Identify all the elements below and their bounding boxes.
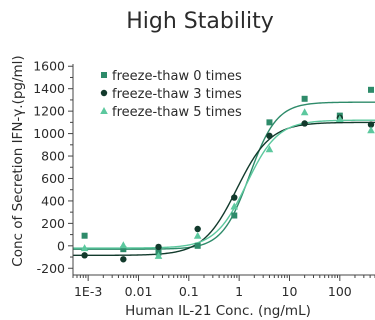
legend: freeze-thaw 0 times freeze-thaw 3 times fr… bbox=[100, 69, 242, 120]
legend-marker bbox=[100, 107, 108, 114]
data-point bbox=[266, 119, 273, 126]
y-tick-label: 1000 bbox=[33, 126, 65, 141]
data-point bbox=[120, 256, 127, 263]
data-point bbox=[81, 252, 88, 259]
y-tick-label: 800 bbox=[41, 149, 65, 164]
data-point bbox=[300, 108, 309, 116]
y-tick-label: 1200 bbox=[33, 104, 65, 119]
chart-title: High Stability bbox=[126, 9, 274, 34]
data-point bbox=[367, 121, 375, 128]
x-tick-label: 0.01 bbox=[125, 284, 153, 299]
y-tick-label: 1600 bbox=[33, 59, 65, 74]
data-point bbox=[231, 212, 238, 219]
x-tick-label: 10 bbox=[282, 284, 298, 299]
data-point bbox=[119, 241, 128, 249]
data-point bbox=[230, 202, 239, 210]
data-point bbox=[81, 232, 88, 239]
axes: -200 0 200 400 600 800 1000 1200 1400 1600 1E-3 0.0… bbox=[33, 59, 375, 299]
x-tick-label: 1E-3 bbox=[74, 284, 102, 299]
y-tick-label: 0 bbox=[57, 238, 65, 253]
data-point bbox=[80, 244, 89, 252]
data-point bbox=[231, 194, 238, 201]
x-axis-label: Human IL-21 Conc. (ng/mL) bbox=[125, 303, 311, 319]
y-tick-label: 1400 bbox=[33, 81, 65, 96]
fit-curves bbox=[73, 101, 375, 257]
x-tick-label: 0.1 bbox=[179, 284, 199, 299]
legend-label: freeze-thaw 0 times bbox=[112, 69, 242, 84]
y-tick-label: 400 bbox=[41, 193, 65, 208]
legend-marker bbox=[100, 89, 108, 97]
data-point bbox=[120, 246, 127, 253]
data-point bbox=[194, 242, 201, 249]
y-tick-label: 600 bbox=[41, 171, 65, 186]
x-tick-label: 1 bbox=[235, 284, 243, 299]
data-point bbox=[301, 120, 308, 127]
legend-label: freeze-thaw 3 times bbox=[112, 87, 242, 102]
y-axis-label: Conc of Secretion IFN-γ.(pg/ml) bbox=[10, 55, 26, 266]
data-point bbox=[194, 225, 201, 233]
data-points bbox=[80, 86, 375, 263]
fit-curve bbox=[73, 101, 375, 250]
y-tick-label: -200 bbox=[37, 261, 65, 276]
legend-label: freeze-thaw 5 times bbox=[112, 105, 242, 120]
data-point bbox=[367, 126, 375, 134]
data-point bbox=[301, 95, 308, 102]
x-tick-label: 100 bbox=[328, 284, 352, 299]
data-point bbox=[193, 231, 202, 239]
fit-curve bbox=[73, 121, 375, 257]
data-point bbox=[368, 86, 374, 93]
legend-marker bbox=[101, 72, 107, 78]
y-tick-label: 200 bbox=[41, 216, 65, 231]
data-point bbox=[265, 145, 274, 153]
data-point bbox=[155, 243, 162, 251]
data-point bbox=[154, 251, 163, 259]
data-point bbox=[336, 114, 344, 122]
data-point bbox=[266, 132, 273, 140]
